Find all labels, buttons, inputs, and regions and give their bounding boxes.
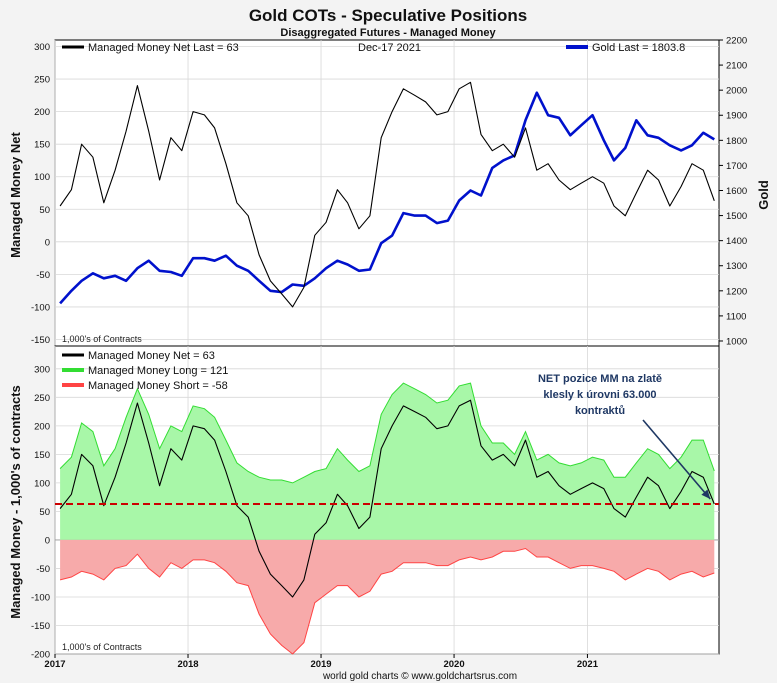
x-tick-label: 2021 xyxy=(577,659,599,670)
top-y-tick-label: 0 xyxy=(45,237,50,248)
legend-label-gold: Gold Last = 1803.8 xyxy=(592,42,685,54)
bottom-y-tick-label: -50 xyxy=(36,564,50,575)
top-y-tick-label: 150 xyxy=(34,140,50,151)
top-y2-tick-label: 1000 xyxy=(726,336,747,347)
top-legend: Managed Money Net Last = 63 Dec-17 2021 … xyxy=(62,42,685,54)
bottom-y-tick-label: 50 xyxy=(39,507,50,518)
managed-money-short-area xyxy=(60,539,715,654)
chart-title: Gold COTs - Speculative Positions xyxy=(249,6,527,25)
bottom-units-note: 1,000's of Contracts xyxy=(62,642,142,652)
bottom-panel-x-axis: 2017 2018 2019 2020 2021 xyxy=(44,654,599,670)
top-panel-left-axis: 300 250 200 150 100 50 0 -50 -100 -150 xyxy=(31,42,50,346)
top-y-tick-label: 50 xyxy=(39,205,50,216)
top-units-note: 1,000's of Contracts xyxy=(62,334,142,344)
top-y2-tick-label: 1200 xyxy=(726,286,747,297)
top-panel-background xyxy=(54,39,720,347)
bottom-panel-left-axis: 300 250 200 150 100 50 0 -50 -100 -150 -200 xyxy=(31,364,50,660)
top-y2-tick-label: 2100 xyxy=(726,61,747,72)
x-tick-label: 2018 xyxy=(177,659,198,670)
bottom-y-tick-label: -200 xyxy=(31,650,50,661)
managed-money-long-line xyxy=(59,382,715,484)
legend-label-net-top: Managed Money Net Last = 63 xyxy=(88,42,239,54)
top-y2-tick-label: 1800 xyxy=(726,136,747,147)
legend-label-short: Managed Money Short = -58 xyxy=(88,380,228,392)
chart-subtitle: Disaggregated Futures - Managed Money xyxy=(280,27,496,39)
bottom-y-tick-label: -100 xyxy=(31,592,50,603)
legend-label-net-bottom: Managed Money Net = 63 xyxy=(88,350,215,362)
annotation-line-2: klesly k úrovni 63.000 xyxy=(543,389,656,401)
bottom-y-tick-label: 150 xyxy=(34,450,50,461)
bottom-y-tick-label: 100 xyxy=(34,478,50,489)
top-y2-tick-label: 1500 xyxy=(726,211,747,222)
bottom-y-tick-label: 300 xyxy=(34,364,50,375)
bottom-y-tick-label: -150 xyxy=(31,621,50,632)
bottom-y-axis-label: Managed Money - 1,000's of contracts xyxy=(8,385,23,619)
managed-money-net-line-top xyxy=(59,81,715,308)
top-y2-tick-label: 1100 xyxy=(726,311,746,322)
top-y-tick-label: 300 xyxy=(34,42,50,53)
top-y-tick-label: -100 xyxy=(31,302,50,313)
top-y2-tick-label: 1400 xyxy=(726,236,747,247)
top-y2-axis-label: Gold xyxy=(756,180,771,210)
top-y-axis-label: Managed Money Net xyxy=(8,131,23,257)
managed-money-short-line xyxy=(59,547,715,655)
top-y-tick-label: 250 xyxy=(34,75,50,86)
top-y-tick-label: 100 xyxy=(34,172,50,183)
top-y2-tick-label: 1300 xyxy=(726,261,747,272)
bottom-y-tick-label: 0 xyxy=(45,535,50,546)
gold-price-line xyxy=(59,91,715,305)
top-y2-tick-label: 1700 xyxy=(726,161,747,172)
annotation-arrow xyxy=(642,419,711,500)
bottom-y-tick-label: 250 xyxy=(34,393,50,404)
legend-label-long: Managed Money Long = 121 xyxy=(88,365,228,377)
top-y-tick-label: -150 xyxy=(31,335,50,346)
managed-money-long-area xyxy=(60,383,715,540)
annotation-arrow-head xyxy=(701,489,711,499)
top-y2-tick-label: 2200 xyxy=(726,36,747,47)
annotation-line-1: NET pozice MM na zlatě xyxy=(538,373,662,385)
top-y-tick-label: 200 xyxy=(34,107,50,118)
annotation-line-3: kontraktů xyxy=(575,405,625,417)
managed-money-net-line-bottom xyxy=(59,399,715,598)
date-label: Dec-17 2021 xyxy=(358,42,421,54)
x-tick-label: 2017 xyxy=(44,659,65,670)
x-tick-label: 2019 xyxy=(310,659,331,670)
top-y2-tick-label: 2000 xyxy=(726,86,747,97)
footer-credit: world gold charts © www.goldchartsrus.co… xyxy=(322,671,517,682)
x-tick-label: 2020 xyxy=(443,659,464,670)
bottom-y-tick-label: 200 xyxy=(34,421,50,432)
top-y2-tick-label: 1900 xyxy=(726,111,747,122)
top-y2-tick-label: 1600 xyxy=(726,186,747,197)
annotation: NET pozice MM na zlatě klesly k úrovni 6… xyxy=(538,373,711,500)
top-y-tick-label: -50 xyxy=(36,270,50,281)
bottom-legend: Managed Money Net = 63 Managed Money Lon… xyxy=(62,350,228,392)
top-panel-grid xyxy=(54,40,719,346)
top-panel-right-axis: 2200 2100 2000 1900 1800 1700 1600 1500 1400 1300… xyxy=(719,36,747,347)
